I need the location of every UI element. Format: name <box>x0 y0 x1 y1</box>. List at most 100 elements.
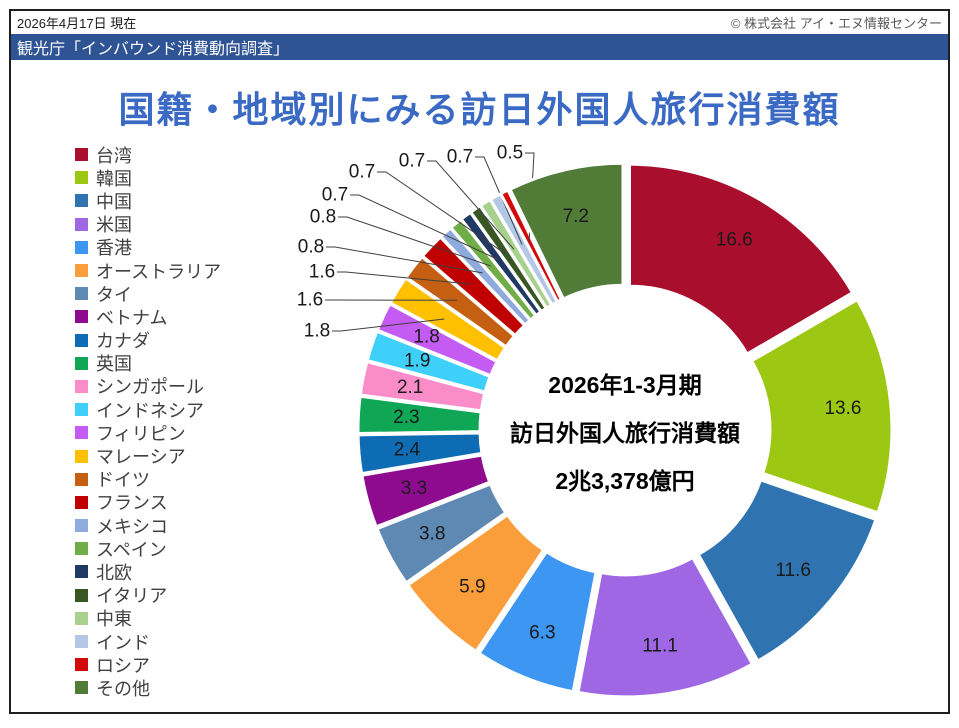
legend-label: ドイツ <box>96 470 150 491</box>
legend-item: フランス <box>75 491 221 514</box>
legend-label: スペイン <box>96 539 167 560</box>
slice-value-label: 1.8 <box>413 327 439 348</box>
slice-value-label: 11.6 <box>775 560 811 581</box>
legend-label: 英国 <box>96 354 132 375</box>
slice-value-label: 0.8 <box>310 207 336 228</box>
legend-swatch <box>75 333 88 347</box>
legend-swatch <box>75 611 88 625</box>
legend-swatch <box>75 148 88 162</box>
pie-slice <box>477 550 598 694</box>
legend-swatch <box>75 449 88 463</box>
legend-label: フランス <box>96 493 168 514</box>
legend-label: イタリア <box>96 586 168 607</box>
legend-item: 北欧 <box>75 560 221 583</box>
leader-line <box>377 171 507 255</box>
pie-slice <box>696 478 878 663</box>
pie-slice <box>508 161 625 301</box>
slice-value-label: 0.7 <box>447 147 473 168</box>
legend-label: 中国 <box>96 191 132 212</box>
legend-item: メキシコ <box>75 514 221 537</box>
legend-swatch <box>75 542 88 556</box>
legend-item: 中東 <box>75 607 221 630</box>
legend-item: その他 <box>75 676 221 699</box>
slice-value-label: 2.1 <box>397 377 423 398</box>
source-label: 観光庁「インバウンド消費動向調査」 <box>17 41 290 58</box>
legend-item: 中国 <box>75 189 221 212</box>
slice-value-label: 3.8 <box>419 523 445 544</box>
legend-label: 中東 <box>96 609 132 630</box>
leader-line <box>427 160 515 250</box>
leader-line <box>350 194 499 261</box>
legend-swatch <box>75 194 88 208</box>
slice-value-label: 16.6 <box>716 230 753 251</box>
slice-value-label: 2.3 <box>393 407 419 428</box>
pie-slice <box>499 188 563 304</box>
slice-value-label: 0.7 <box>322 185 348 206</box>
legend-label: フィリピン <box>96 423 186 444</box>
slice-value-label: 0.7 <box>399 151 425 172</box>
legend-label: インド <box>96 632 150 653</box>
leader-line <box>337 271 472 285</box>
legend-item: インドネシア <box>75 398 221 421</box>
legend-swatch <box>75 217 88 231</box>
leader-line <box>332 318 445 332</box>
legend-swatch <box>75 565 88 579</box>
legend-label: 米国 <box>96 215 132 236</box>
legend-label: ベトナム <box>96 307 168 328</box>
legend-item: オーストラリア <box>75 259 221 282</box>
legend-label: シンガポール <box>96 377 204 398</box>
slice-value-label: 0.7 <box>349 162 375 183</box>
legend-swatch <box>75 658 88 672</box>
leader-line <box>338 216 491 267</box>
legend-item: ベトナム <box>75 305 221 328</box>
legend-swatch <box>75 588 88 602</box>
legend-label: 北欧 <box>96 562 132 583</box>
legend-swatch <box>75 403 88 417</box>
legend-item: タイ <box>75 282 221 305</box>
legend-item: フィリピン <box>75 421 221 444</box>
legend-label: カナダ <box>96 331 150 352</box>
slice-value-label: 5.9 <box>459 577 485 598</box>
slice-value-label: 0.8 <box>298 237 324 258</box>
donut-center-label: 2兆3,378億円 <box>555 468 694 494</box>
legend-swatch <box>75 635 88 649</box>
legend-item: ロシア <box>75 653 221 676</box>
slice-value-label: 1.8 <box>304 321 330 342</box>
chart-frame: 2026年4月17日 現在 © 株式会社 アイ・エヌ情報センター 観光庁「インバ… <box>9 9 950 714</box>
slice-value-label: 7.2 <box>563 206 589 227</box>
legend-label: マレーシア <box>96 447 186 468</box>
slice-value-label: 6.3 <box>529 622 555 643</box>
pie-slice <box>627 162 855 356</box>
header-date-row: 2026年4月17日 現在 © 株式会社 アイ・エヌ情報センター <box>11 11 948 34</box>
legend-label: ロシア <box>96 655 150 676</box>
legend-swatch <box>75 310 88 324</box>
slice-value-label: 1.9 <box>404 350 430 371</box>
legend-label: 香港 <box>96 238 132 259</box>
legend-swatch <box>75 519 88 533</box>
legend: 台湾 韓国 中国米国 香港 オーストラリア タイ ベトナムカナダ 英国 シンガポール インドネシア… <box>75 143 221 700</box>
donut-center-label: 2026年1-3月期 <box>548 372 701 398</box>
legend-swatch <box>75 240 88 254</box>
legend-swatch <box>75 426 88 440</box>
slice-value-label: 2.4 <box>394 439 421 460</box>
legend-label: メキシコ <box>96 516 168 537</box>
legend-swatch <box>75 472 88 486</box>
legend-swatch <box>75 287 88 301</box>
legend-item: 台湾 <box>75 143 221 166</box>
pie-slice <box>576 556 754 699</box>
legend-label: 台湾 <box>96 145 132 166</box>
donut-chart: 16.6 13.6 11.6 11.1 6.3 5.9 3.8 3.3 2.4 2.3 2.1 1.9… <box>297 143 894 699</box>
slice-value-label: 0.5 <box>497 143 523 164</box>
slice-value-label: 3.3 <box>401 478 427 499</box>
legend-label: 韓国 <box>96 168 132 189</box>
legend-swatch <box>75 379 88 393</box>
pie-slice <box>406 513 546 653</box>
legend-item: シンガポール <box>75 375 221 398</box>
legend-label: タイ <box>96 284 132 305</box>
legend-label: インドネシア <box>96 400 204 421</box>
date-label: 2026年4月17日 現在 <box>17 16 137 31</box>
copyright-label: © 株式会社 アイ・エヌ情報センター <box>730 16 942 31</box>
slice-value-label: 11.1 <box>642 636 678 657</box>
slice-value-label: 1.6 <box>297 290 323 311</box>
pie-slice <box>360 453 492 529</box>
